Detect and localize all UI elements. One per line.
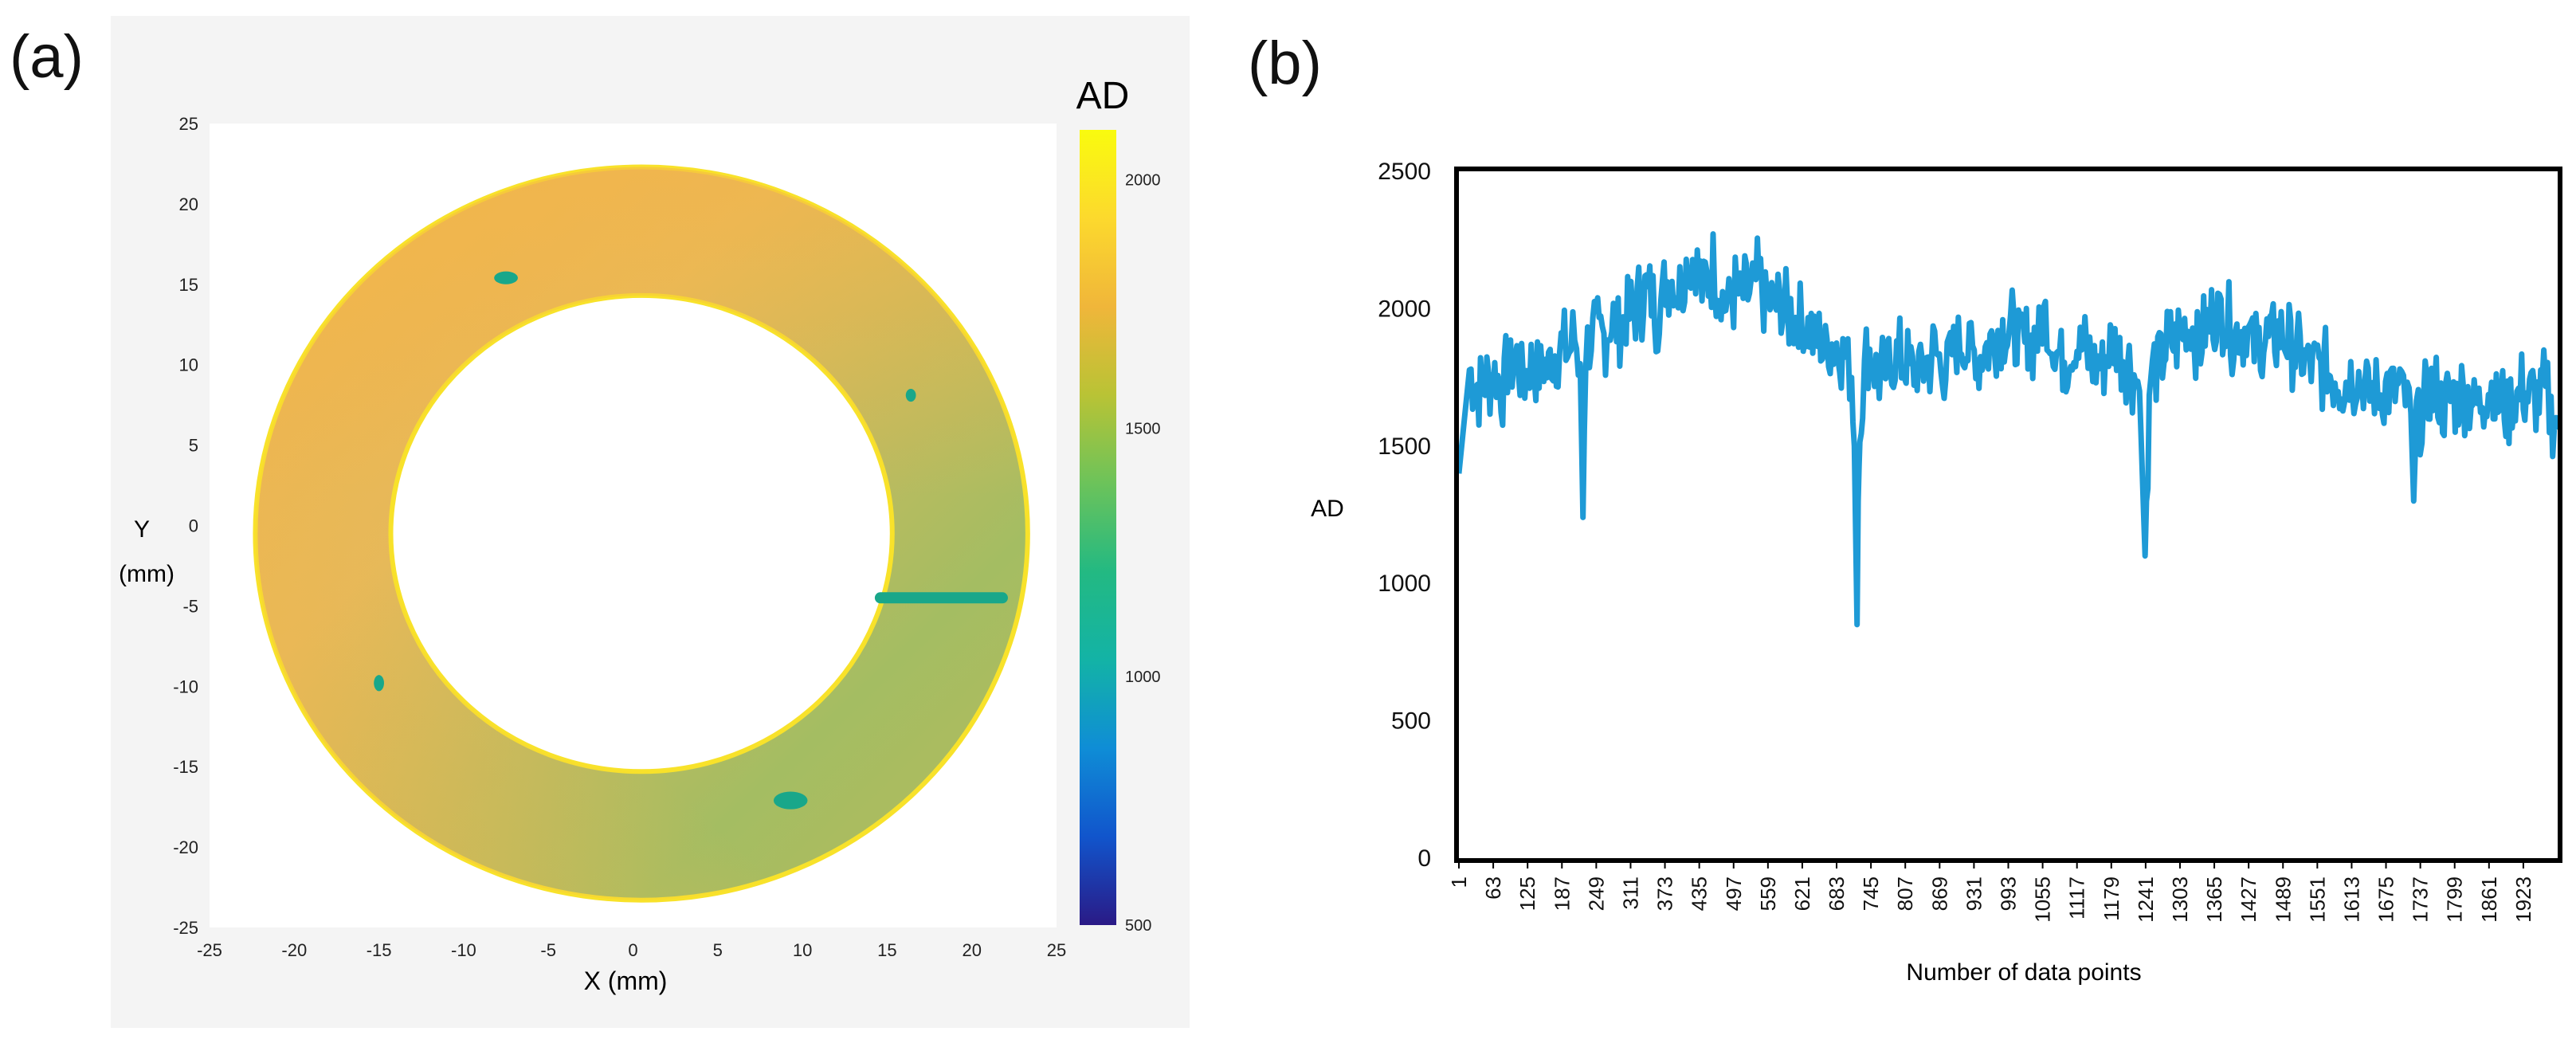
line-chart-x-tick: 869 <box>1927 876 1951 911</box>
line-chart-x-tick: 1799 <box>2443 876 2467 923</box>
line-chart-x-tick: 1737 <box>2409 876 2433 923</box>
line-chart-frame <box>1454 167 2562 863</box>
line-chart-x-tick: 1241 <box>2134 876 2158 923</box>
panel-label-a: (a) <box>10 23 84 91</box>
line-chart-x-tick: 1861 <box>2477 876 2501 923</box>
colorbar-tick-label: 2000 <box>1125 171 1161 189</box>
colorbar-tick-label: 500 <box>1125 917 1151 935</box>
b-xtick-group: 1 63 125 187 249 311 373 435 497 559 621 683 745 807 8… <box>1447 876 2535 923</box>
heatmap-x-tick: 5 <box>713 940 723 960</box>
line-chart-x-tick: 311 <box>1618 876 1642 909</box>
ring-layer <box>253 164 1030 903</box>
line-chart-y-tick: 0 <box>1417 845 1431 872</box>
line-chart-x-tick: 125 <box>1515 876 1539 911</box>
heatmap-y-tick: 0 <box>189 516 198 536</box>
line-chart-x-tick: 63 <box>1481 876 1505 900</box>
line-chart-x-tick: 1675 <box>2374 876 2398 923</box>
a-xtick-group: -25 -20 -15 -10 -5 0 5 10 15 20 25 <box>197 940 1066 960</box>
line-chart-x-tick: 1365 <box>2202 876 2226 923</box>
heatmap-y-tick: -20 <box>173 837 198 857</box>
heatmap-y-tick: 25 <box>179 114 198 134</box>
heatmap-y-tick: -15 <box>173 757 198 777</box>
colorbar-tick-group: 2000 1500 1000 500 <box>1125 171 1161 935</box>
line-chart-x-axis-label: Number of data points <box>1906 959 2141 986</box>
heatmap-y-tick: 20 <box>179 194 198 214</box>
heatmap-x-tick: 25 <box>1047 940 1066 960</box>
line-chart-x-tick: 497 <box>1722 876 1746 911</box>
a-ytick-group: 25 20 15 10 5 0 -5 -10 -15 -20 -25 <box>173 114 198 938</box>
ring-shade-bottom-left <box>255 167 1028 900</box>
heatmap-y-axis-label: Y <box>134 516 150 543</box>
line-chart-x-tick: 435 <box>1688 876 1711 911</box>
heatmap-x-tick: -25 <box>197 940 222 960</box>
line-chart-y-tick: 2000 <box>1378 296 1431 322</box>
heatmap-x-tick: 10 <box>793 940 812 960</box>
line-chart-x-tick: 1055 <box>2031 876 2055 923</box>
line-chart-x-tick: 1179 <box>2100 876 2123 921</box>
colorbar-tick-label: 1000 <box>1125 669 1161 686</box>
panel-a-heatmap: -25 -20 -15 -10 -5 0 5 10 15 20 25 25 20 15 10 5 0 -5 -10… <box>111 16 1190 1028</box>
line-chart-x-tick: 1427 <box>2237 876 2260 923</box>
defect-mark-2 <box>905 388 916 402</box>
line-chart-y-axis-label: AD <box>1311 496 1344 522</box>
heatmap-y-tick: 15 <box>179 275 198 295</box>
line-chart-y-tick: 1000 <box>1378 571 1431 597</box>
heatmap-y-tick: 5 <box>189 436 198 456</box>
heatmap-x-tick: -10 <box>451 940 476 960</box>
heatmap-x-tick: 15 <box>877 940 896 960</box>
line-chart-x-tick: 559 <box>1756 876 1780 911</box>
colorbar <box>1080 130 1116 925</box>
line-chart-y-tick: 2500 <box>1378 159 1431 185</box>
defect-mark-3 <box>374 675 384 692</box>
heatmap-y-tick: -10 <box>173 676 198 696</box>
line-chart-y-tick: 500 <box>1391 708 1431 735</box>
heatmap-x-axis-label: X (mm) <box>584 967 668 995</box>
panel-label-b: (b) <box>1248 29 1322 97</box>
heatmap-y-axis-unit: (mm) <box>119 561 174 587</box>
series-line-AD <box>1456 231 2561 628</box>
line-chart-x-tick: 993 <box>1997 876 2021 911</box>
panel-b-line-chart: 2500 2000 1500 1000 500 0 1 63 125 187 249 311 373 4… <box>1311 159 2562 986</box>
colorbar-title: AD <box>1076 75 1130 117</box>
line-chart-x-tick: 1 <box>1447 876 1471 888</box>
heatmap-y-tick: 10 <box>179 355 198 375</box>
heatmap-x-tick: -15 <box>367 940 392 960</box>
line-chart-x-tick: 621 <box>1790 876 1814 911</box>
heatmap-x-tick: -20 <box>281 940 307 960</box>
line-chart-x-tick: 249 <box>1584 876 1608 911</box>
line-chart-x-tick: 1117 <box>2065 876 2089 919</box>
colorbar-tick-label: 1500 <box>1125 420 1161 437</box>
line-chart-x-tick: 1613 <box>2339 876 2363 923</box>
b-ytick-group: 2500 2000 1500 1000 500 0 <box>1378 159 1431 872</box>
line-chart-x-tick: 931 <box>1962 876 1986 911</box>
defect-mark-4 <box>773 791 808 810</box>
heatmap-y-tick: -5 <box>182 596 198 616</box>
line-chart-x-tick: 187 <box>1550 876 1574 911</box>
defect-mark-1 <box>494 271 518 284</box>
line-chart-x-tick: 1923 <box>2511 876 2535 923</box>
heatmap-y-tick: -25 <box>173 918 198 938</box>
line-chart-x-tick: 1489 <box>2271 876 2295 923</box>
line-chart-x-tick: 1551 <box>2305 876 2329 923</box>
line-chart-x-tick: 807 <box>1893 876 1917 911</box>
heatmap-x-tick: 20 <box>962 940 981 960</box>
heatmap-x-tick: 0 <box>628 940 637 960</box>
line-chart-x-tick: 745 <box>1859 876 1883 911</box>
line-chart-x-tick: 373 <box>1653 876 1677 911</box>
line-chart-x-tick: 683 <box>1825 876 1849 911</box>
line-chart-x-tick: 1303 <box>2168 876 2192 923</box>
line-chart-y-tick: 1500 <box>1378 433 1431 460</box>
heatmap-x-tick: -5 <box>540 940 556 960</box>
